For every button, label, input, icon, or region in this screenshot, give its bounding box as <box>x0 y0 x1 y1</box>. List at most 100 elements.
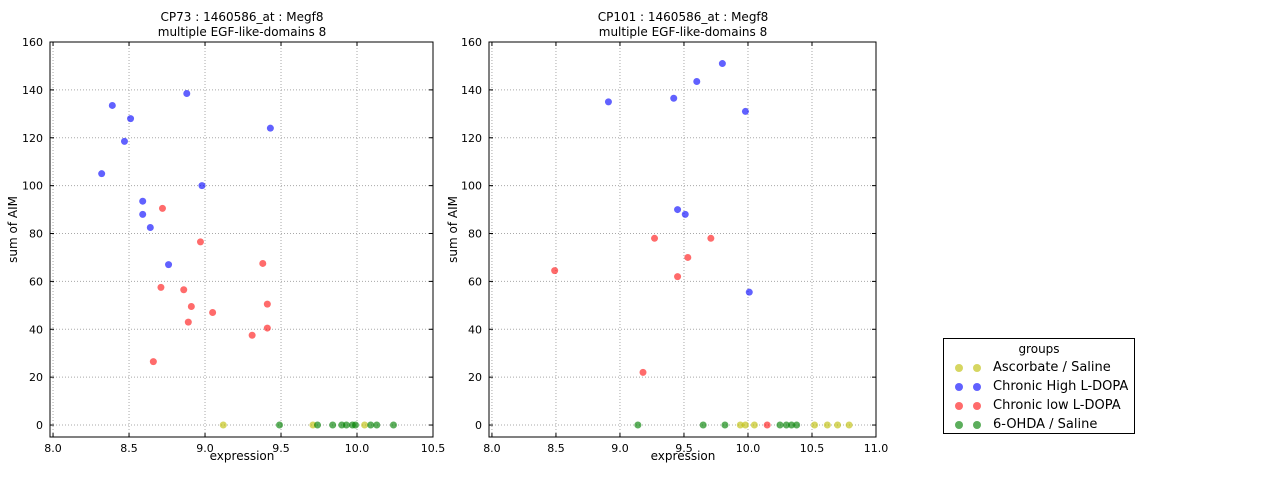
data-point <box>184 318 192 326</box>
legend-entry-6ohda-saline: 6-OHDA / Saline <box>944 415 1134 434</box>
y-tick-label: 80 <box>29 228 43 241</box>
data-point <box>763 421 771 429</box>
data-point <box>684 253 692 261</box>
plot-title-line1: CP73 : 1460586_at : Megf8 <box>160 10 324 24</box>
plot-title-right: CP101 : 1460586_at : Megf8 multiple EGF-… <box>598 10 769 40</box>
plot-title-left: CP73 : 1460586_at : Megf8 multiple EGF-l… <box>158 10 326 40</box>
data-point <box>98 170 106 178</box>
data-point <box>342 421 350 429</box>
x-tick-label: 9.0 <box>196 442 214 455</box>
x-tick-label: 10.5 <box>421 442 446 455</box>
data-point <box>108 101 116 109</box>
data-point <box>183 89 191 97</box>
y-tick-label: 60 <box>468 275 482 288</box>
data-point <box>180 286 188 294</box>
data-point <box>248 331 256 339</box>
data-point <box>209 309 217 317</box>
data-point <box>681 210 689 218</box>
legend: groups Ascorbate / Saline Chronic High L… <box>943 338 1135 434</box>
y-tick-label: 20 <box>29 371 43 384</box>
data-point <box>263 300 271 308</box>
legend-title: groups <box>1018 342 1060 356</box>
data-point <box>788 421 796 429</box>
data-point <box>275 421 283 429</box>
data-point <box>639 368 647 376</box>
y-tick-label: 40 <box>29 323 43 336</box>
y-tick-label: 80 <box>468 228 482 241</box>
y-axis-label-right: sum of AIM <box>446 196 460 263</box>
x-tick-label: 8.5 <box>547 442 565 455</box>
legend-marker-icon <box>955 382 963 391</box>
data-point <box>670 94 678 102</box>
legend-entry-chronic-high-ldopa: Chronic High L-DOPA <box>944 377 1134 396</box>
data-point <box>845 421 853 429</box>
data-point <box>674 273 682 281</box>
data-point <box>313 421 321 429</box>
data-point <box>741 421 749 429</box>
data-point <box>793 421 801 429</box>
data-point <box>604 98 612 106</box>
data-point <box>823 421 831 429</box>
x-tick-label: 11.0 <box>864 442 889 455</box>
y-tick-label: 40 <box>468 323 482 336</box>
data-point <box>165 261 173 269</box>
legend-marker-icon <box>973 420 981 429</box>
data-point <box>259 259 267 267</box>
data-point <box>736 421 744 429</box>
x-tick-label: 9.5 <box>675 442 693 455</box>
data-point <box>551 267 559 275</box>
data-point <box>120 137 128 145</box>
legend-marker-icon <box>973 382 981 391</box>
y-tick-label: 0 <box>36 419 43 432</box>
legend-entry-label: Chronic High L-DOPA <box>993 379 1129 394</box>
legend-marker-icon <box>955 363 963 372</box>
data-point <box>721 421 729 429</box>
data-point <box>187 303 195 311</box>
data-point <box>718 60 726 68</box>
data-point <box>674 206 682 214</box>
data-point <box>367 421 375 429</box>
data-point <box>745 288 753 296</box>
data-point <box>157 283 165 291</box>
data-point <box>651 234 659 242</box>
data-point <box>198 182 206 190</box>
legend-marker-icon <box>955 420 963 429</box>
data-point <box>351 421 359 429</box>
x-axis-label-right: expression <box>650 449 716 463</box>
legend-marker-icon <box>973 363 981 372</box>
y-tick-label: 160 <box>22 36 43 49</box>
y-tick-label: 120 <box>22 132 43 145</box>
data-point <box>834 421 842 429</box>
axes-frame <box>49 41 434 438</box>
legend-entry-chronic-low-ldopa: Chronic low L-DOPA <box>944 396 1134 415</box>
data-point <box>196 238 204 246</box>
y-tick-label: 20 <box>468 371 482 384</box>
x-tick-label: 10.5 <box>800 442 825 455</box>
data-point <box>776 421 784 429</box>
y-tick-label: 100 <box>22 180 43 193</box>
y-tick-label: 160 <box>461 36 482 49</box>
legend-entry-label: Chronic low L-DOPA <box>993 398 1121 413</box>
y-axis-label-left: sum of AIM <box>6 196 20 263</box>
y-tick-label: 140 <box>461 84 482 97</box>
x-axis-label-left: expression <box>209 449 275 463</box>
y-tick-label: 140 <box>22 84 43 97</box>
data-point <box>127 115 135 123</box>
data-point <box>158 204 166 212</box>
legend-marker-icon <box>973 401 981 410</box>
data-point <box>139 210 147 218</box>
data-point <box>634 421 642 429</box>
data-point <box>750 421 758 429</box>
data-point <box>699 421 707 429</box>
data-point <box>149 358 157 366</box>
legend-entry-label: Ascorbate / Saline <box>993 360 1111 375</box>
data-point <box>811 421 819 429</box>
x-tick-label: 9.5 <box>272 442 290 455</box>
legend-entry-label: 6-OHDA / Saline <box>993 417 1098 432</box>
data-point <box>707 234 715 242</box>
data-point <box>361 421 369 429</box>
y-tick-label: 100 <box>461 180 482 193</box>
plot-title-line2: multiple EGF-like-domains 8 <box>598 25 768 39</box>
plot-title-line1: CP101 : 1460586_at : Megf8 <box>597 10 769 24</box>
